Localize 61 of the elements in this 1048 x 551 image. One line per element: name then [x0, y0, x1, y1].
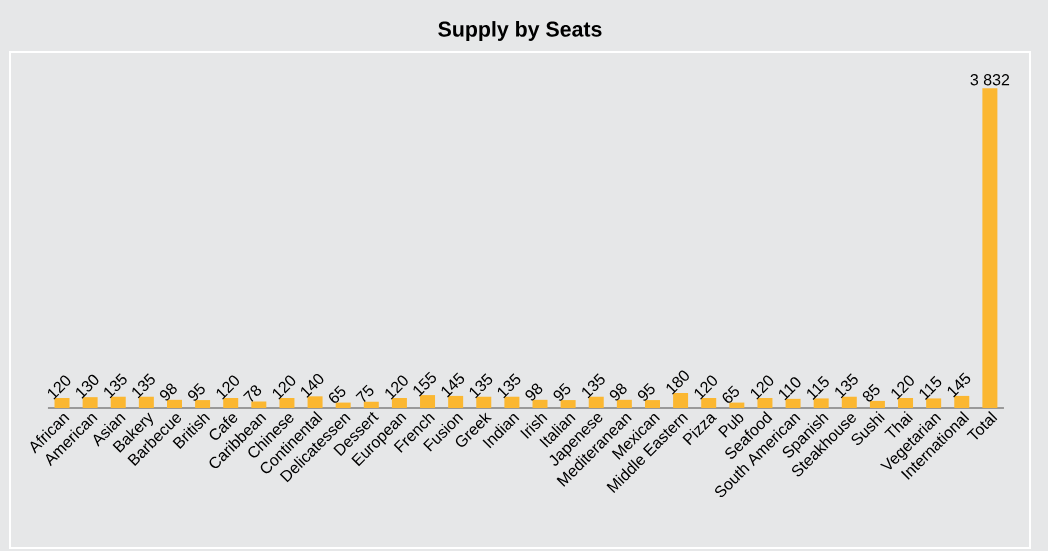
data-label: 98 [609, 383, 627, 401]
data-label: 3 832 [970, 74, 1010, 86]
bar [110, 396, 126, 408]
data-label: 145 [441, 372, 465, 398]
data-label: 155 [413, 371, 436, 397]
data-label: 95 [553, 382, 571, 401]
bar [251, 401, 267, 408]
bar [138, 396, 154, 408]
bar [307, 396, 323, 408]
bar [785, 398, 801, 408]
bar [363, 401, 379, 408]
data-label: 120 [272, 375, 296, 400]
bar [335, 402, 351, 408]
bar [644, 400, 660, 408]
chart-title: Supply by Seats [438, 21, 602, 41]
bar [954, 395, 970, 408]
bar [195, 400, 211, 408]
data-label: 120 [47, 375, 71, 400]
data-label: 135 [582, 373, 605, 399]
data-label: 120 [694, 375, 718, 400]
data-label: 98 [525, 383, 543, 401]
bar [616, 399, 632, 408]
data-label: 145 [947, 372, 971, 398]
bar [729, 402, 745, 408]
data-label: 180 [666, 370, 689, 395]
data-label: 78 [243, 385, 262, 402]
data-label: 135 [497, 373, 521, 399]
bar [926, 398, 942, 408]
data-label: 120 [385, 375, 408, 400]
data-label: 140 [301, 373, 324, 398]
data-label: 135 [469, 373, 493, 399]
data-label: 130 [76, 374, 99, 399]
data-label: 85 [862, 383, 880, 402]
data-label: 98 [159, 383, 177, 401]
bar [532, 399, 548, 408]
data-label: 120 [750, 375, 774, 400]
data-label: 95 [637, 382, 655, 401]
data-label: 135 [132, 373, 155, 399]
data-label: 75 [355, 384, 374, 403]
bar [420, 395, 436, 408]
data-label: 65 [329, 385, 346, 403]
bar [982, 88, 998, 408]
bar [82, 397, 98, 408]
bar [560, 400, 576, 408]
data-label: 115 [919, 375, 942, 400]
data-label: 120 [216, 375, 240, 400]
data-label: 135 [835, 373, 858, 399]
data-label: 115 [807, 375, 829, 400]
data-label: 65 [722, 385, 739, 403]
bar [166, 399, 182, 408]
bar [476, 396, 492, 408]
data-label: 110 [779, 377, 801, 401]
bar [504, 396, 520, 408]
bar [588, 396, 604, 408]
bar [813, 398, 829, 408]
bar [869, 400, 885, 408]
data-label: 120 [891, 375, 914, 400]
data-label: 95 [188, 382, 205, 401]
data-label: 135 [104, 373, 127, 399]
bar [841, 396, 857, 408]
bar [448, 395, 464, 408]
